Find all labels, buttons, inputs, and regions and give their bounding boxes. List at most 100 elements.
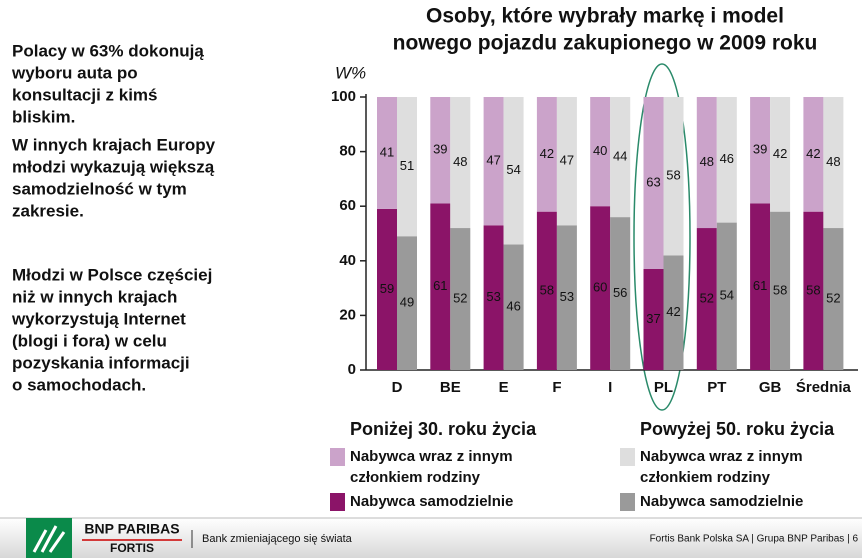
bar-segment [483, 97, 504, 226]
x-tick-label: I [608, 379, 612, 396]
value-label: 44 [613, 148, 627, 163]
bar-segment [823, 97, 844, 229]
note-line: W innych krajach Europy [12, 135, 216, 154]
bar-segment [503, 244, 524, 370]
brand: BNP PARIBAS [84, 521, 179, 537]
legend-swatch [330, 493, 345, 511]
legend-swatch [620, 493, 635, 511]
note-line: o samochodach. [12, 375, 146, 394]
value-label: 39 [433, 142, 447, 157]
note-line: samodzielność w tym [12, 179, 187, 198]
bar-segment [770, 97, 791, 212]
legend-swatch [620, 448, 635, 466]
value-label: 52 [826, 290, 840, 305]
value-label: 53 [486, 289, 500, 304]
note-line: zakresie. [12, 201, 84, 220]
bar-segment [397, 236, 417, 370]
x-tick-label: D [392, 379, 403, 396]
value-label: 59 [380, 281, 394, 296]
value-label: 49 [400, 295, 414, 310]
note-line: wykorzystują Internet [11, 309, 186, 328]
bar-segment [483, 225, 504, 370]
value-label: 42 [773, 146, 787, 161]
bar-segment [450, 228, 471, 370]
value-label: 42 [666, 304, 680, 319]
legend-label: Nabywca samodzielnie [350, 493, 513, 510]
logo-stars [32, 525, 66, 553]
value-label: 58 [773, 282, 787, 297]
note-line: wyboru auta po [11, 63, 138, 82]
legend-label: Nabywca wraz z innym członkiem rodziny [640, 448, 803, 486]
note-line: konsultacji z kimś [12, 85, 158, 104]
bar-segment [590, 97, 611, 207]
value-label: 47 [560, 153, 574, 168]
y-axis-label: W% [335, 63, 366, 82]
bar-segment [643, 268, 664, 370]
value-label: 48 [826, 154, 840, 169]
y-tick-label: 80 [339, 143, 356, 160]
bar-segment [430, 203, 451, 370]
bar-segment [450, 97, 471, 229]
bar-segment [556, 97, 577, 226]
slogan: Bank zmieniającego się świata [202, 533, 353, 545]
value-label: 54 [506, 162, 520, 177]
bar-segment [610, 97, 631, 218]
note-line: pozyskania informacji [12, 353, 190, 372]
note-line: młodzi wykazują większą [12, 157, 215, 176]
bar-segment [823, 228, 844, 370]
x-tick-label: BE [440, 379, 461, 396]
bar-segment [716, 97, 737, 223]
note-line: Młodzi w Polsce częściej [12, 265, 212, 284]
bar-segment [503, 97, 524, 245]
footer-info: Fortis Bank Polska SA | Grupa BNP Pariba… [650, 534, 859, 545]
value-label: 58 [666, 168, 680, 183]
chart-title: Osoby, które wybrały markę i model [426, 5, 784, 28]
bar-segment [770, 211, 791, 370]
chart-title: nowego pojazdu zakupionego w 2009 roku [393, 32, 818, 55]
value-label: 46 [506, 299, 520, 314]
bar-segment [377, 97, 397, 209]
value-label: 52 [700, 290, 714, 305]
footer-band [0, 518, 862, 558]
legend-label: Nabywca samodzielnie [640, 493, 803, 510]
bar-segment [610, 217, 631, 370]
bar-segment [430, 97, 451, 204]
value-label: 42 [540, 146, 554, 161]
legend-title: Powyżej 50. roku życia [640, 419, 835, 439]
value-label: 58 [806, 282, 820, 297]
value-label: 42 [806, 146, 820, 161]
bar-segment [536, 97, 557, 212]
bar-segment [663, 255, 684, 370]
y-tick-label: 20 [339, 306, 356, 323]
value-label: 39 [753, 142, 767, 157]
value-label: 41 [380, 144, 394, 159]
bar-segment [397, 97, 417, 237]
bar-segment [643, 97, 664, 269]
bar-segment [377, 208, 397, 370]
value-label: 60 [593, 280, 607, 295]
bar-segment [716, 222, 737, 370]
value-label: 61 [753, 278, 767, 293]
value-label: 53 [560, 289, 574, 304]
legend-title: Poniżej 30. roku życia [350, 419, 537, 439]
value-label: 40 [593, 143, 607, 158]
value-label: 47 [486, 153, 500, 168]
bar-segment [590, 206, 611, 370]
bar-segment [696, 97, 717, 229]
bar-segment [696, 228, 717, 370]
value-label: 51 [400, 158, 414, 173]
note-line: bliskim. [12, 107, 75, 126]
sub-brand: FORTIS [110, 541, 154, 555]
value-label: 48 [453, 154, 467, 169]
value-label: 61 [433, 278, 447, 293]
value-label: 56 [613, 285, 627, 300]
value-label: 52 [453, 290, 467, 305]
x-tick-label: F [552, 379, 561, 396]
x-tick-label: PL [654, 379, 673, 396]
highlight [633, 63, 691, 411]
legend-swatch [330, 448, 345, 466]
bar-segment [750, 203, 771, 370]
note-line: (blogi i fora) w celu [12, 331, 167, 350]
x-tick-label: PT [707, 379, 726, 396]
